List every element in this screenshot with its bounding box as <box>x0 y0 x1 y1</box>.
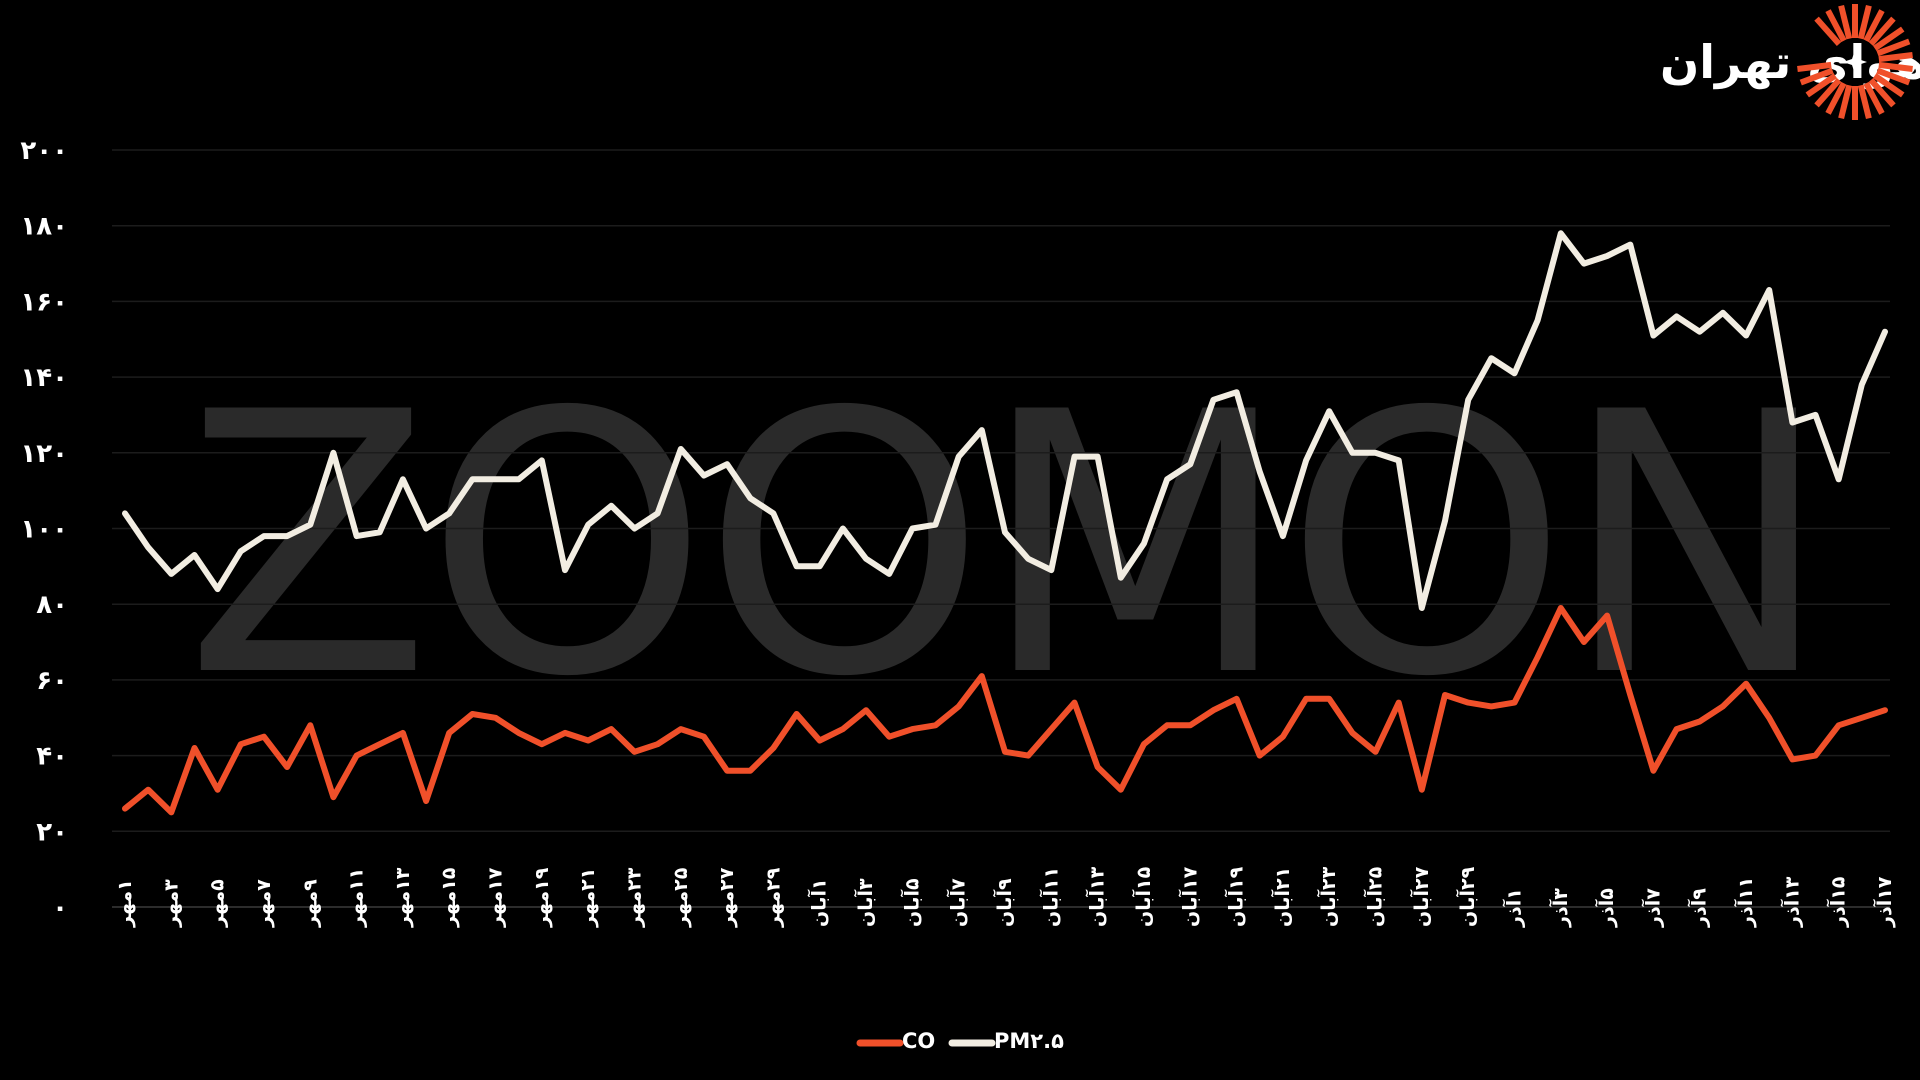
logo-ray <box>1838 4 1853 40</box>
logo-star-icon <box>1843 50 1867 74</box>
x-tick-label: ۱۳مهر <box>392 867 414 928</box>
x-tick-label: ۲۵مهر <box>670 867 692 928</box>
x-tick-label: ۵مهر <box>207 879 229 928</box>
y-tick-label: ۱۰۰ <box>20 515 68 545</box>
logo-ray <box>1797 61 1832 72</box>
logo-ray <box>1838 84 1853 120</box>
x-tick-label: ۱۱آذر <box>1733 877 1757 928</box>
logo-ray <box>1857 84 1872 120</box>
watermark: ZOOMON <box>185 336 1826 755</box>
logo-ray <box>1873 73 1905 98</box>
x-tick-label: ۳مهر <box>160 879 182 928</box>
logo-ray <box>1825 9 1847 43</box>
x-tick-label: ۷مهر <box>253 879 275 928</box>
y-tick-label: ۱۶۰ <box>20 287 68 317</box>
x-tick-label: ۱مهر <box>114 879 136 928</box>
x-tick-label: ۱۷آبان <box>1177 866 1201 927</box>
x-tick-label: ۱آذر <box>1501 888 1525 928</box>
logo-ray <box>1799 67 1834 86</box>
x-tick-label: ۱۷مهر <box>485 867 507 928</box>
x-tick-label: ۱۵آذر <box>1826 876 1850 928</box>
logo-ray <box>1863 9 1885 43</box>
logo-ray <box>1868 16 1896 47</box>
y-tick-label: ۱۴۰ <box>20 363 68 393</box>
x-tick-label: ۱۵آبان <box>1131 866 1155 927</box>
x-tick-label: ۹آذر <box>1687 888 1711 928</box>
logo-ray <box>1878 52 1913 63</box>
x-tick-label: ۷آبان <box>946 878 970 927</box>
x-tick-label: ۲۵آبان <box>1363 866 1387 927</box>
logo-ray <box>1868 77 1896 108</box>
y-tick-label: ۲۰ <box>36 817 68 847</box>
x-axis: ۱مهر ۳مهر ۵مهر ۷مهر ۹مهر ۱۱مهر ۱۳مهر ۱۵مهر ۱۷مهر… <box>114 866 1896 928</box>
logo-ray <box>1876 67 1911 86</box>
x-tick-label: ۱۷آذر <box>1872 876 1896 928</box>
x-tick-label: ۱۳آبان <box>1085 866 1109 927</box>
logo-ray <box>1863 81 1885 115</box>
y-tick-label: ۸۰ <box>36 590 68 620</box>
brand-logo-icon <box>1797 4 1913 120</box>
x-tick-label: ۳آذر <box>1548 888 1572 928</box>
logo-ray <box>1878 61 1913 72</box>
x-tick-label: ۲۹آبان <box>1455 866 1479 927</box>
x-tick-label: ۲۳مهر <box>623 867 645 928</box>
y-tick-label: ۲۰۰ <box>20 136 68 166</box>
x-tick-label: ۱۵مهر <box>438 867 460 928</box>
x-tick-label: ۱آبان <box>807 878 831 927</box>
x-tick-label: ۷آذر <box>1640 888 1664 928</box>
logo-ray <box>1876 38 1911 57</box>
x-tick-label: ۲۱آبان <box>1270 867 1294 927</box>
series-line-co <box>122 605 1888 816</box>
x-tick-label: ۵آذر <box>1594 888 1618 928</box>
y-tick-label: ۴۰ <box>36 742 68 772</box>
x-tick-label: ۱۳آذر <box>1779 876 1803 928</box>
x-tick-label: ۱۱آبان <box>1038 867 1062 927</box>
y-tick-label: ۱۲۰ <box>20 439 68 469</box>
x-tick-label: ۳آبان <box>853 878 877 927</box>
x-tick-label: ۵آبان <box>899 878 923 927</box>
x-tick-label: ۱۹آبان <box>1224 866 1248 927</box>
y-tick-label: ۶۰ <box>36 666 68 696</box>
logo-ray <box>1814 16 1842 47</box>
x-tick-label: ۱۱مهر <box>346 868 368 928</box>
legend-label-co: CO <box>902 1029 935 1053</box>
logo-ray <box>1805 73 1837 98</box>
x-tick-label: ۲۹مهر <box>762 867 784 928</box>
logo-ray <box>1814 77 1842 108</box>
legend-label-pm25: PM۲.۵ <box>994 1029 1064 1053</box>
logo-ray <box>1857 4 1872 40</box>
legend: CO PM۲.۵ <box>856 1029 1064 1053</box>
x-tick-label: ۲۳آبان <box>1316 866 1340 927</box>
y-axis: ۰ ۲۰ ۴۰ ۶۰ ۸۰ ۱۰۰ ۱۲۰ ۱۴۰ ۱۶۰ ۱۸۰ ۲۰۰ <box>20 136 68 923</box>
x-tick-label: ۹آبان <box>992 878 1016 927</box>
x-tick-label: ۱۹مهر <box>531 867 553 928</box>
logo-ray <box>1873 26 1905 51</box>
y-tick-label: ۱۸۰ <box>20 212 68 242</box>
x-tick-label: ۲۱مهر <box>577 868 599 928</box>
series-line-pm25 <box>122 230 1888 611</box>
y-tick-label: ۰ <box>52 893 68 923</box>
series-lines <box>122 230 1888 816</box>
x-tick-label: ۲۷آبان <box>1409 866 1433 927</box>
logo-ray <box>1825 81 1847 115</box>
x-tick-label: ۹مهر <box>299 879 321 928</box>
x-tick-label: ۲۷مهر <box>716 867 738 928</box>
